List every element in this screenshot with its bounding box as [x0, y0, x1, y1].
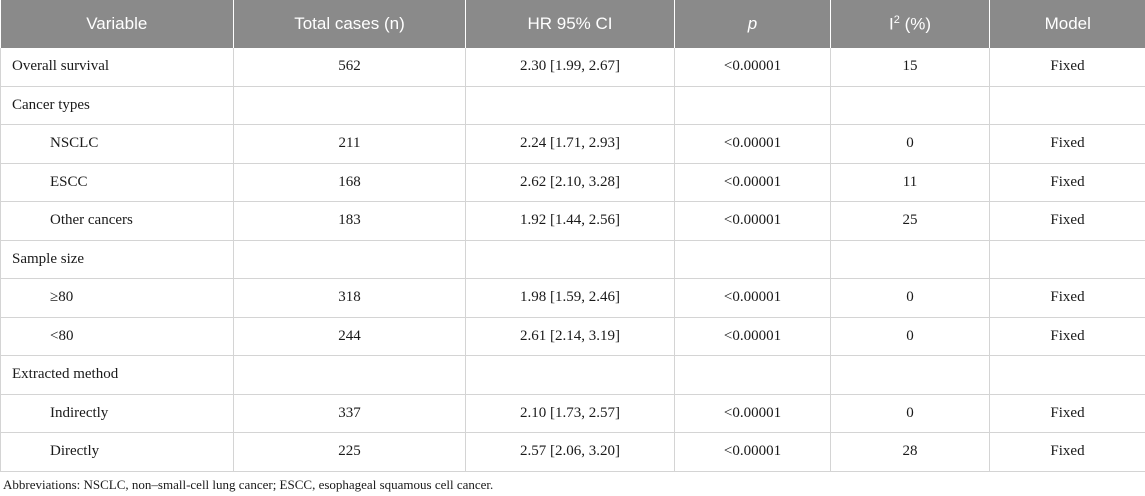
table-row: <80 244 2.61 [2.14, 3.19] <0.00001 0 Fix… — [0, 317, 1145, 356]
cell-model: Fixed — [989, 394, 1145, 433]
header-row: Variable Total cases (n) HR 95% CI p I2 … — [0, 0, 1145, 48]
cell-variable: ≥80 — [0, 278, 234, 318]
header-i2-suffix: (%) — [899, 14, 932, 34]
table-row-group-header: Extracted method — [0, 355, 1145, 395]
cell-variable: Other cancers — [0, 201, 234, 241]
cell-variable: Sample size — [0, 240, 234, 279]
cell-hr-ci: 2.57 [2.06, 3.20] — [465, 432, 675, 472]
results-table: Variable Total cases (n) HR 95% CI p I2 … — [0, 0, 1145, 472]
cell-total-cases: 562 — [233, 48, 466, 87]
cell-p: <0.00001 — [674, 48, 831, 87]
header-hr-ci: HR 95% CI — [465, 0, 675, 48]
header-p: p — [674, 0, 831, 48]
header-i2-sup: 2 — [893, 13, 900, 26]
cell-variable: Extracted method — [0, 355, 234, 395]
cell-i2: 25 — [830, 201, 990, 241]
table-row: Indirectly 337 2.10 [1.73, 2.57] <0.0000… — [0, 394, 1145, 433]
cell-p: <0.00001 — [674, 432, 831, 472]
table-row: Other cancers 183 1.92 [1.44, 2.56] <0.0… — [0, 201, 1145, 241]
cell-total-cases — [233, 240, 466, 279]
cell-model: Fixed — [989, 124, 1145, 164]
cell-p: <0.00001 — [674, 394, 831, 433]
cell-model — [989, 86, 1145, 125]
cell-i2: 0 — [830, 124, 990, 164]
table-row: Directly 225 2.57 [2.06, 3.20] <0.00001 … — [0, 432, 1145, 472]
cell-total-cases: 318 — [233, 278, 466, 318]
cell-hr-ci: 2.30 [1.99, 2.67] — [465, 48, 675, 87]
cell-model: Fixed — [989, 48, 1145, 87]
cell-p: <0.00001 — [674, 201, 831, 241]
table-row: ≥80 318 1.98 [1.59, 2.46] <0.00001 0 Fix… — [0, 278, 1145, 318]
table-row-group-header: Sample size — [0, 240, 1145, 279]
table-row: NSCLC 211 2.24 [1.71, 2.93] <0.00001 0 F… — [0, 124, 1145, 164]
cell-hr-ci: 2.10 [1.73, 2.57] — [465, 394, 675, 433]
header-model: Model — [989, 0, 1145, 48]
cell-p: <0.00001 — [674, 278, 831, 318]
header-total-cases: Total cases (n) — [233, 0, 466, 48]
cell-total-cases: 225 — [233, 432, 466, 472]
cell-total-cases — [233, 86, 466, 125]
cell-variable: ESCC — [0, 163, 234, 202]
cell-i2 — [830, 86, 990, 125]
cell-total-cases: 337 — [233, 394, 466, 433]
cell-model — [989, 240, 1145, 279]
cell-hr-ci: 2.62 [2.10, 3.28] — [465, 163, 675, 202]
cell-hr-ci — [465, 355, 675, 395]
cell-i2: 15 — [830, 48, 990, 87]
cell-variable: Indirectly — [0, 394, 234, 433]
cell-model: Fixed — [989, 432, 1145, 472]
cell-p: <0.00001 — [674, 163, 831, 202]
cell-i2 — [830, 240, 990, 279]
cell-i2: 11 — [830, 163, 990, 202]
cell-hr-ci: 1.98 [1.59, 2.46] — [465, 278, 675, 318]
cell-p — [674, 86, 831, 125]
cell-i2: 0 — [830, 394, 990, 433]
cell-total-cases: 168 — [233, 163, 466, 202]
cell-model: Fixed — [989, 317, 1145, 356]
table-row: ESCC 168 2.62 [2.10, 3.28] <0.00001 11 F… — [0, 163, 1145, 202]
cell-variable: Cancer types — [0, 86, 234, 125]
cell-variable: NSCLC — [0, 124, 234, 164]
cell-i2: 0 — [830, 317, 990, 356]
header-i2: I2 (%) — [830, 0, 990, 48]
cell-hr-ci: 2.61 [2.14, 3.19] — [465, 317, 675, 356]
cell-total-cases — [233, 355, 466, 395]
cell-p: <0.00001 — [674, 317, 831, 356]
table-row: Overall survival 562 2.30 [1.99, 2.67] <… — [0, 48, 1145, 87]
cell-i2: 0 — [830, 278, 990, 318]
cell-p — [674, 240, 831, 279]
cell-model: Fixed — [989, 201, 1145, 241]
cell-variable: Directly — [0, 432, 234, 472]
cell-p: <0.00001 — [674, 124, 831, 164]
table-row-group-header: Cancer types — [0, 86, 1145, 125]
table-footnote: Abbreviations: NSCLC, non–small-cell lun… — [3, 477, 494, 492]
cell-hr-ci: 1.92 [1.44, 2.56] — [465, 201, 675, 241]
cell-model: Fixed — [989, 163, 1145, 202]
cell-p — [674, 355, 831, 395]
cell-variable: Overall survival — [0, 48, 234, 87]
header-variable: Variable — [0, 0, 234, 48]
cell-model — [989, 355, 1145, 395]
cell-hr-ci — [465, 86, 675, 125]
cell-total-cases: 183 — [233, 201, 466, 241]
cell-i2 — [830, 355, 990, 395]
cell-total-cases: 211 — [233, 124, 466, 164]
cell-hr-ci: 2.24 [1.71, 2.93] — [465, 124, 675, 164]
cell-hr-ci — [465, 240, 675, 279]
cell-i2: 28 — [830, 432, 990, 472]
header-i2-base: I — [888, 14, 894, 34]
cell-total-cases: 244 — [233, 317, 466, 356]
cell-model: Fixed — [989, 278, 1145, 318]
cell-variable: <80 — [0, 317, 234, 356]
